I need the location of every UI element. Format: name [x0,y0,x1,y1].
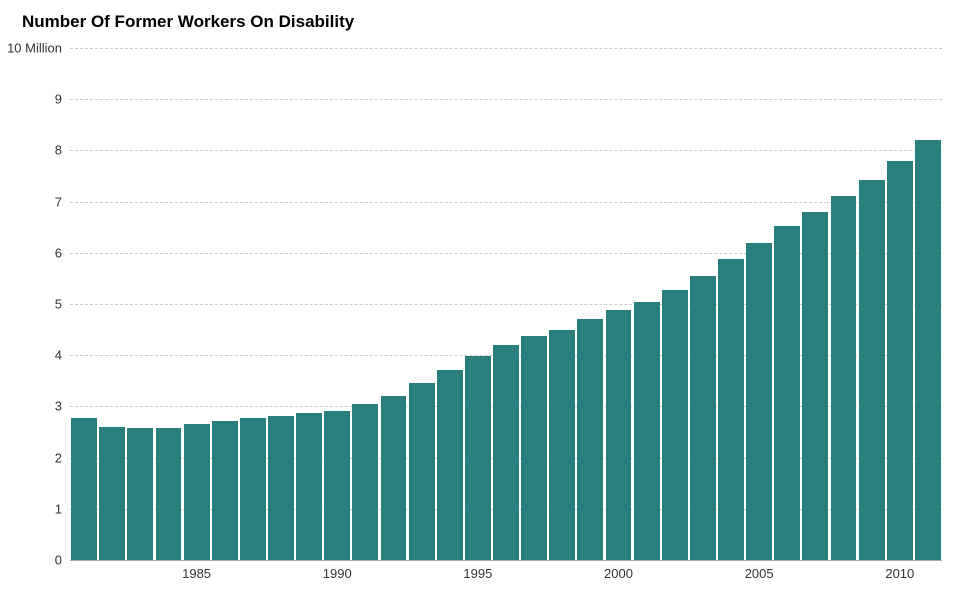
x-tick-label: 2010 [885,560,914,581]
bars-container [70,48,942,560]
bar-slot [717,48,745,560]
bar-slot [745,48,773,560]
bar-slot [661,48,689,560]
y-tick-label: 1 [55,501,70,516]
bar-slot [211,48,239,560]
bar [296,413,322,560]
disability-bar-chart: Number Of Former Workers On Disability 0… [0,0,959,600]
x-tick-label: 1995 [463,560,492,581]
y-tick-label: 5 [55,297,70,312]
bar-slot [576,48,604,560]
bar-slot [267,48,295,560]
bar-slot [464,48,492,560]
bar [831,196,857,560]
bar [746,243,772,560]
bar [240,418,266,560]
bar-slot [858,48,886,560]
bar [859,180,885,560]
bar [718,259,744,560]
x-tick-label: 2005 [745,560,774,581]
bar [915,140,941,560]
bar [127,428,153,560]
bar-slot [351,48,379,560]
bar-slot [436,48,464,560]
chart-title: Number Of Former Workers On Disability [22,12,354,32]
bar-slot [239,48,267,560]
x-tick-label: 1985 [182,560,211,581]
bar [71,418,97,560]
bar-slot [689,48,717,560]
bar-slot [70,48,98,560]
bar [493,345,519,560]
bar [437,370,463,560]
bar-slot [126,48,154,560]
bar [802,212,828,560]
bar-slot [801,48,829,560]
bar [465,356,491,560]
bar-slot [379,48,407,560]
bar [662,290,688,560]
bar-slot [295,48,323,560]
y-tick-label: 2 [55,450,70,465]
bar [690,276,716,560]
plot-area: 012345678910 Million 1985199019952000200… [70,48,942,560]
y-tick-label: 10 Million [7,41,70,56]
bar [156,428,182,560]
bar [324,411,350,561]
y-tick-label: 0 [55,553,70,568]
bar [774,226,800,560]
bar-slot [183,48,211,560]
bar [409,383,435,560]
bar-slot [773,48,801,560]
bar [381,396,407,560]
x-tick-label: 2000 [604,560,633,581]
bar [268,416,294,560]
bar-slot [604,48,632,560]
bar-slot [829,48,857,560]
y-tick-label: 8 [55,143,70,158]
bar [577,319,603,560]
y-tick-label: 7 [55,194,70,209]
bar-slot [548,48,576,560]
bar-slot [914,48,942,560]
bar-slot [492,48,520,560]
bar-slot [408,48,436,560]
bar [606,310,632,560]
y-tick-label: 6 [55,245,70,260]
y-tick-label: 9 [55,92,70,107]
bar [212,421,238,560]
bar [99,427,125,560]
y-tick-label: 4 [55,348,70,363]
bar [352,404,378,560]
bar [887,161,913,560]
y-tick-label: 3 [55,399,70,414]
bar [184,424,210,560]
bar-slot [520,48,548,560]
x-tick-label: 1990 [323,560,352,581]
bar-slot [323,48,351,560]
bar-slot [886,48,914,560]
bar-slot [154,48,182,560]
bar [521,336,547,560]
bar [549,330,575,560]
bar-slot [98,48,126,560]
bar [634,302,660,560]
bar-slot [633,48,661,560]
